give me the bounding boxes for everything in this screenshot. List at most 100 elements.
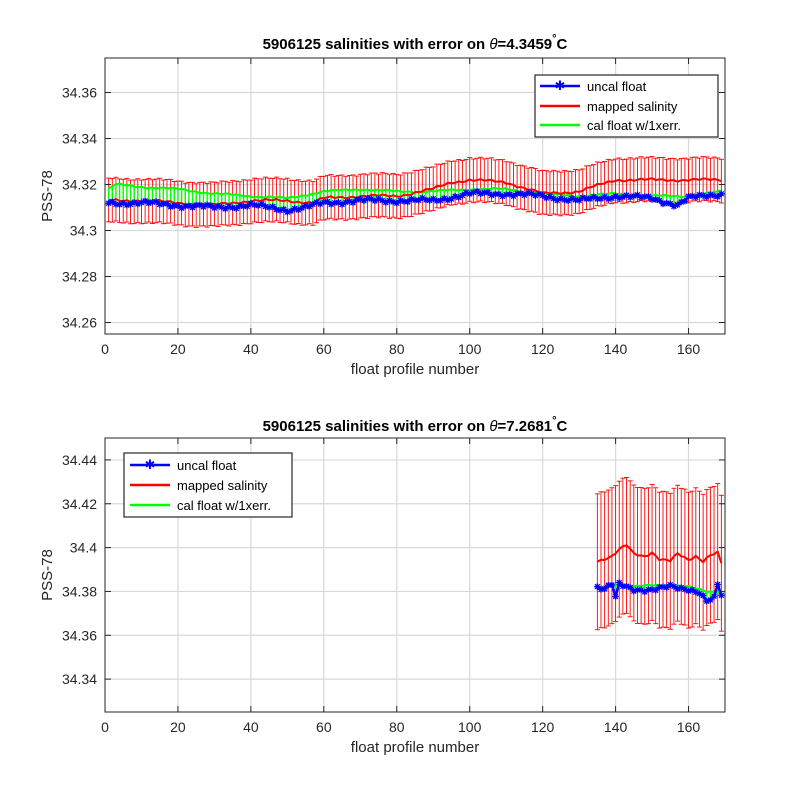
uncal-float-point [415,197,422,204]
uncal-float-point [688,192,696,200]
uncal-float-point [182,202,189,210]
legend-label-uncal-bottom: uncal float [177,458,237,473]
chart-title-top: 5906125 salinities with error on θ=4.345… [263,33,568,53]
uncal-float-point [408,195,415,203]
y-tick-label: 34.36 [62,627,97,643]
uncal-float-point [338,201,346,208]
x-axis-label-bottom: float profile number [351,739,479,756]
uncal-float-point [473,187,481,195]
uncal-float-point [492,190,499,198]
uncal-float-point [572,196,579,204]
uncal-float-point [276,207,284,214]
uncal-float-point [251,201,258,209]
uncal-float-point [302,202,309,209]
uncal-float-point [652,587,659,594]
legend-label-mapped-bottom: mapped salinity [177,478,268,493]
uncal-float-point [561,196,568,204]
uncal-float-point [637,586,645,594]
legend-star-icon: ✱ [145,457,156,472]
series-lines-bottom [594,544,725,605]
uncal-float-point [674,585,681,593]
chart-bottom: 0 20 40 60 80 100 120 140 160 34.34 34.36 34.38 34.4… [39,415,726,756]
uncal-float-point [645,586,652,593]
uncal-float-point [626,584,634,591]
uncal-float-point [207,202,214,209]
y-tick-label: 34.34 [62,131,97,147]
uncal-float-point [160,200,167,207]
uncal-float-point [368,195,375,203]
uncal-float-point [440,195,448,202]
uncal-float-point [568,195,576,202]
uncal-float-point [141,197,149,205]
x-tick-label: 80 [389,341,405,357]
x-tick-label: 20 [170,719,186,735]
uncal-float-point [397,197,404,204]
uncal-float-point [685,587,692,595]
uncal-float-point [105,200,112,207]
uncal-float-point [353,196,360,203]
uncal-float-point [298,204,306,212]
uncal-float-point [678,584,685,591]
x-axis-label-top: float profile number [351,361,479,378]
uncal-float-point [225,203,233,210]
x-tick-label: 20 [170,341,186,357]
uncal-float-point [513,190,521,197]
uncal-float-point [222,205,229,213]
y-tick-label: 34.3 [70,223,97,239]
x-tick-label: 140 [604,341,628,357]
uncal-float-point [287,207,295,215]
uncal-float-point [349,199,357,206]
axes-box-top [104,57,726,335]
y-axis-label-top: PSS-78 [39,170,56,222]
uncal-float-point [200,203,207,211]
uncal-float-point [692,194,700,201]
uncal-float-point [262,203,269,210]
uncal-float-point [123,201,131,209]
uncal-float-point [692,589,700,596]
uncal-float-point [247,200,255,207]
uncal-float-point [316,200,324,208]
uncal-float-point [532,192,539,199]
uncal-float-point [634,191,641,199]
uncal-float-point [145,200,152,207]
uncal-float-point [648,196,656,203]
legend-label-cal-top: cal float w/1xerr. [587,118,681,133]
uncal-float-point [590,193,597,200]
uncal-float-point [244,203,251,210]
legend-top: ✱ uncal float mapped salinity cal float … [534,74,719,138]
uncal-float-point [623,582,630,590]
x-tick-label: 80 [389,719,405,735]
uncal-float-point [499,193,506,200]
uncal-float-point [419,194,426,202]
ticks-bottom: 0 20 40 60 80 100 120 140 160 34.34 34.36 34.38 34.4… [62,438,725,735]
uncal-float-point [517,190,524,197]
legend-label-mapped-top: mapped salinity [587,99,678,114]
uncal-float-point [506,191,514,198]
uncal-float-point [630,587,638,595]
uncal-float-point [134,200,142,208]
ticks-top: 0 20 40 60 80 100 120 140 160 34.26 34.28 34.3 34.32… [62,58,725,357]
uncal-float-point [699,592,707,599]
uncal-float-point [324,198,331,205]
uncal-float-point [138,199,145,206]
uncal-float-point [546,193,554,200]
uncal-float-point [448,195,455,203]
uncal-float-point [291,205,298,212]
uncal-float-point [524,189,532,197]
uncal-float-point [280,206,287,213]
uncal-float-point [306,203,313,210]
uncal-float-point [437,197,444,204]
y-tick-label: 34.44 [62,452,97,468]
uncal-float-point [645,193,652,200]
uncal-float-point [185,202,193,209]
uncal-float-point [214,202,222,210]
uncal-float-point [229,204,236,211]
axes-box-bottom [104,437,726,713]
x-tick-label: 40 [243,719,259,735]
uncal-float-point [674,201,681,208]
x-tick-label: 160 [677,341,701,357]
uncal-float-point [430,195,437,202]
uncal-float-point [510,192,517,200]
uncal-float-point [109,198,116,205]
uncal-float-point [616,579,623,586]
